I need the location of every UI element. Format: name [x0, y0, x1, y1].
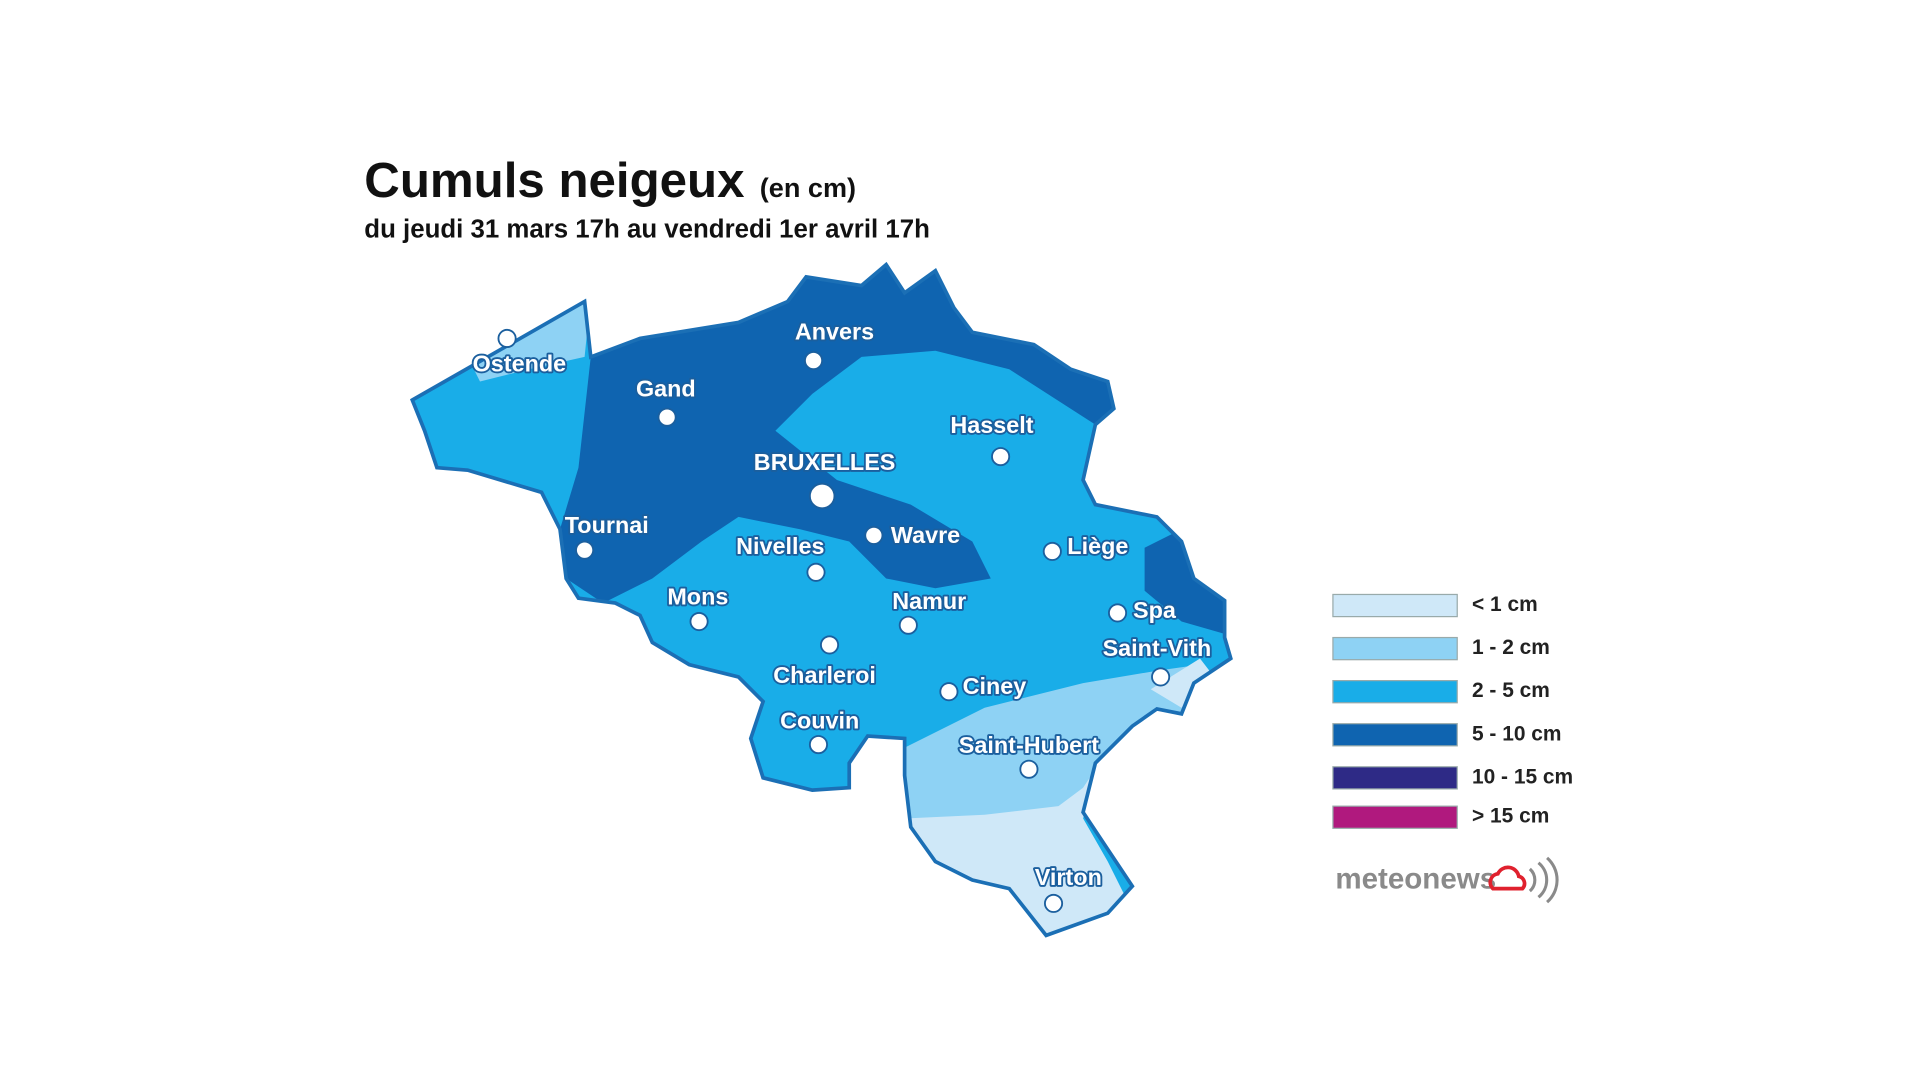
legend-swatch [1332, 766, 1458, 790]
logo-cloud [1488, 865, 1527, 891]
city-dot [1019, 759, 1039, 779]
city-label: Virton [1035, 864, 1102, 890]
legend-swatch [1332, 805, 1458, 829]
city-dot [820, 635, 840, 655]
legend-swatch [1332, 680, 1458, 704]
city-dot [575, 540, 595, 560]
city-label: Hasselt [950, 412, 1033, 438]
city-label: Couvin [780, 708, 859, 734]
zone-5-10-east [1144, 529, 1231, 634]
city-label: Saint-Hubert [959, 732, 1099, 758]
city-label: Anvers [795, 319, 874, 345]
city-label: Nivelles [736, 533, 824, 559]
zone-5-10 [560, 264, 1114, 604]
city-label: Namur [892, 588, 966, 614]
city-dot [808, 735, 828, 755]
cities: Ostende Anvers Gand Hasselt BRUXELLES Tournai… [471, 317, 1213, 913]
logo-text: meteonews [1335, 863, 1496, 896]
city-label: Wavre [891, 522, 960, 548]
city-dot [1151, 667, 1171, 687]
city-label: Ostende [473, 351, 567, 377]
city-dot [808, 482, 836, 510]
city-dot [806, 562, 826, 582]
city-dot [1042, 541, 1062, 561]
city-dot [657, 407, 677, 427]
title-text: Cumuls neigeux [364, 153, 745, 208]
zone-lt1-east [1150, 658, 1213, 708]
city-dot [689, 612, 709, 632]
legend-label: 5 - 10 cm [1472, 722, 1562, 745]
city-dot [939, 682, 959, 702]
legend-swatch [1332, 636, 1458, 661]
legend-label: 10 - 15 cm [1472, 765, 1573, 788]
city-label: BRUXELLES [754, 449, 896, 475]
city-dot [804, 351, 824, 371]
legend-label: 1 - 2 cm [1472, 636, 1550, 659]
city-dot [864, 525, 884, 545]
map-subtitle: du jeudi 31 mars 17h au vendredi 1er avr… [364, 216, 930, 244]
city-dot [991, 447, 1011, 467]
city-label: Charleroi [773, 662, 876, 688]
city-label: Ciney [963, 673, 1027, 699]
title-unit: (en cm) [760, 172, 856, 203]
legend: < 1 cm 1 - 2 cm 2 - 5 cm 5 - 10 cm 10 - 15 c… [1332, 593, 1573, 829]
logo: meteonews [1335, 856, 1559, 904]
city-label: Saint-Vith [1103, 635, 1212, 661]
city-label: Spa [1133, 597, 1177, 623]
legend-swatch [1332, 593, 1458, 618]
logo-waves [1528, 856, 1559, 904]
city-dot [898, 615, 918, 635]
legend-swatch [1332, 723, 1458, 747]
city-label: Liège [1067, 533, 1128, 559]
city-label: Tournai [565, 512, 649, 538]
map-title: Cumuls neigeux (en cm) [364, 153, 856, 208]
city-label: Mons [667, 583, 728, 609]
legend-label: < 1 cm [1472, 593, 1538, 616]
city-dot [1108, 603, 1128, 623]
city-dot [497, 328, 517, 348]
city-dot [1044, 893, 1064, 913]
city-label: Gand [636, 375, 696, 401]
legend-label: > 15 cm [1472, 805, 1549, 828]
legend-label: 2 - 5 cm [1472, 679, 1550, 702]
